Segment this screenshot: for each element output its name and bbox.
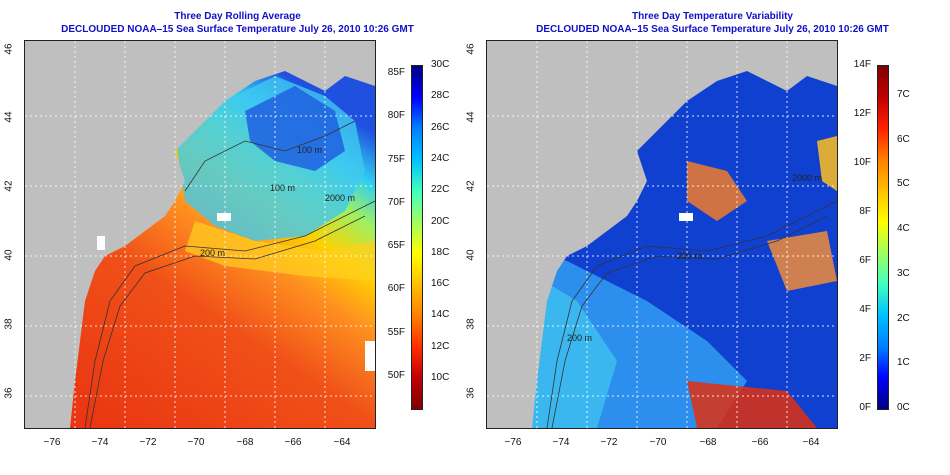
right-ytick: 36 — [465, 387, 477, 399]
colorbar-celsius-label: 20C — [431, 215, 450, 227]
colorbar-celsius-label: 3C — [897, 267, 910, 279]
left-xtick: −74 — [91, 437, 109, 448]
right-title: Three Day Temperature Variability — [632, 11, 793, 22]
right-map-panel: Three Day Temperature Variability DECLOU… — [466, 0, 950, 475]
colorbar-fahrenheit-label: 8F — [859, 206, 871, 217]
right-colorbar — [877, 65, 889, 410]
colorbar-fahrenheit-label: 70F — [387, 196, 405, 208]
right-xtick: −64 — [802, 437, 820, 448]
left-xtick: −72 — [139, 437, 157, 448]
colorbar-celsius-label: 6C — [897, 133, 910, 145]
colorbar-fahrenheit-label: 12F — [853, 108, 871, 119]
colorbar-celsius-label: 28C — [431, 90, 450, 102]
right-ytick: 40 — [465, 249, 477, 261]
left-xtick: −70 — [187, 437, 205, 448]
right-xtick: −70 — [649, 437, 667, 448]
right-xtick: −76 — [504, 437, 522, 448]
colorbar-celsius-label: 10C — [431, 372, 450, 383]
colorbar-celsius-label: 30C — [431, 59, 450, 70]
colorbar-celsius-label: 2C — [897, 312, 910, 324]
left-colorbar — [411, 65, 423, 410]
colorbar-fahrenheit-label: 50F — [387, 370, 405, 381]
colorbar-celsius-label: 16C — [431, 278, 450, 290]
colorbar-fahrenheit-label: 2F — [859, 353, 871, 364]
right-xtick: −68 — [699, 437, 717, 448]
right-coastal-cyan — [527, 271, 617, 428]
right-xtick: −66 — [751, 437, 769, 448]
right-ytick: 44 — [465, 111, 477, 123]
colorbar-fahrenheit-label: 4F — [859, 304, 871, 315]
right-ytick: 46 — [465, 43, 477, 55]
right-contour-label: 200 m — [677, 251, 702, 261]
right-xtick: −72 — [600, 437, 618, 448]
left-ytick: 44 — [3, 111, 15, 123]
left-ytick: 46 — [3, 43, 15, 55]
left-title: Three Day Rolling Average — [174, 11, 301, 22]
left-cloud-patch — [217, 213, 231, 221]
left-ytick: 38 — [3, 318, 15, 330]
colorbar-fahrenheit-label: 80F — [387, 110, 405, 122]
right-high-variability-patch — [817, 136, 837, 191]
left-gulf-cold-core — [245, 86, 345, 171]
colorbar-celsius-label: 0C — [897, 402, 910, 413]
left-land — [25, 41, 375, 428]
left-cloud-patch — [97, 236, 105, 250]
left-cloud-patch — [365, 341, 375, 371]
right-contour-label: 200 m — [567, 333, 592, 343]
colorbar-celsius-label: 18C — [431, 246, 450, 258]
left-contour-label: 200 m — [200, 248, 225, 258]
left-contours — [84, 120, 375, 428]
left-sst-map: 200 m 100 m 2000 m 100 m — [24, 40, 376, 429]
right-high-variability-patch — [687, 381, 817, 428]
left-xtick: −66 — [284, 437, 302, 448]
colorbar-fahrenheit-label: 0F — [859, 402, 871, 413]
right-ytick: 42 — [465, 180, 477, 192]
left-ytick: 36 — [3, 387, 15, 399]
colorbar-celsius-label: 1C — [897, 357, 910, 369]
left-ytick: 40 — [3, 249, 15, 261]
colorbar-fahrenheit-label: 55F — [387, 326, 405, 338]
colorbar-celsius-label: 26C — [431, 121, 450, 133]
colorbar-celsius-label: 12C — [431, 340, 450, 352]
right-contour-label: 2000 m — [792, 173, 822, 183]
left-xtick: −68 — [236, 437, 254, 448]
colorbar-fahrenheit-label: 14F — [853, 59, 871, 70]
right-cloud-patch — [679, 213, 693, 221]
colorbar-celsius-label: 4C — [897, 223, 910, 235]
colorbar-fahrenheit-label: 75F — [387, 153, 405, 165]
left-contour-label: 100 m — [270, 183, 295, 193]
right-ytick: 38 — [465, 318, 477, 330]
left-xtick: −64 — [333, 437, 351, 448]
right-xtick: −74 — [552, 437, 570, 448]
left-contour-label: 100 m — [297, 145, 322, 155]
colorbar-fahrenheit-label: 65F — [387, 240, 405, 252]
colorbar-celsius-label: 7C — [897, 89, 910, 100]
right-subtitle: DECLOUDED NOAA–15 Sea Surface Temperatur… — [536, 24, 889, 35]
left-shelf-warm — [185, 221, 375, 281]
colorbar-celsius-label: 24C — [431, 152, 450, 164]
left-contour-label: 2000 m — [325, 193, 355, 203]
left-subtitle: DECLOUDED NOAA–15 Sea Surface Temperatur… — [61, 24, 414, 35]
colorbar-fahrenheit-label: 85F — [387, 67, 405, 78]
colorbar-fahrenheit-label: 10F — [853, 157, 871, 168]
right-variability-map: 2000 m 200 m 200 m — [486, 40, 838, 429]
right-high-variability-patch — [687, 161, 747, 221]
colorbar-fahrenheit-label: 60F — [387, 283, 405, 295]
right-land — [487, 41, 837, 428]
right-high-variability-patch — [767, 231, 837, 291]
left-map-panel: Three Day Rolling Average DECLOUDED NOAA… — [3, 11, 450, 448]
left-ytick: 42 — [3, 180, 15, 192]
colorbar-celsius-label: 14C — [431, 309, 450, 321]
right-contours — [546, 200, 837, 428]
left-xtick: −76 — [43, 437, 61, 448]
colorbar-celsius-label: 22C — [431, 184, 450, 196]
colorbar-celsius-label: 5C — [897, 178, 910, 190]
colorbar-fahrenheit-label: 6F — [859, 255, 871, 266]
